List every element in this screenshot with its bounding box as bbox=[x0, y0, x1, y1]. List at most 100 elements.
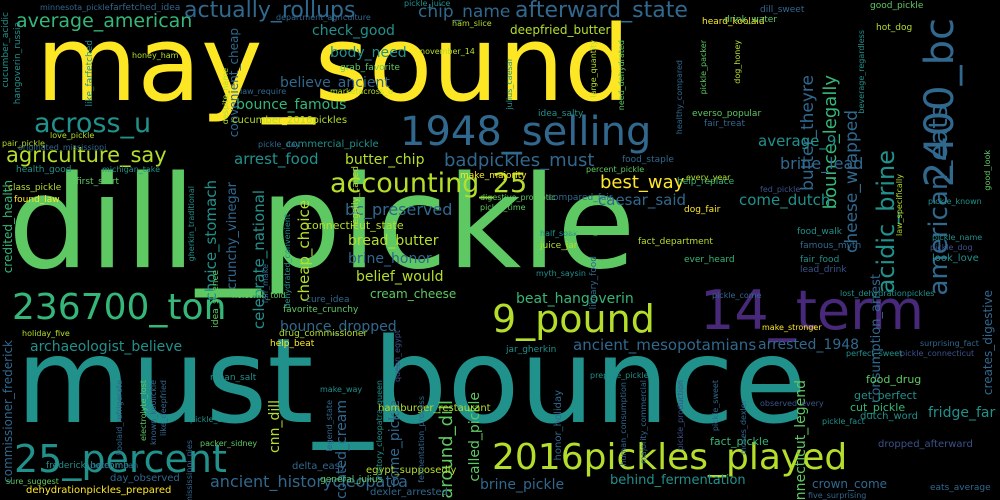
word: pickle_fact bbox=[822, 417, 865, 426]
word: ancient_mesopotamians bbox=[573, 336, 757, 354]
word: dropped_afterward bbox=[878, 439, 973, 450]
word: bounce_famous bbox=[236, 97, 347, 113]
word: hangoverin_russia bbox=[13, 22, 23, 105]
word: good_look bbox=[983, 150, 992, 191]
word: marketacross_u bbox=[330, 87, 394, 96]
word: despite_name bbox=[221, 68, 230, 125]
word: every_year bbox=[686, 173, 731, 182]
word: day_observed bbox=[110, 473, 180, 484]
word: law_specifically bbox=[895, 174, 904, 236]
word: honor_holiday bbox=[553, 390, 564, 461]
word: pickle_sweet bbox=[711, 380, 720, 432]
word: good_pickle bbox=[870, 1, 924, 11]
word: honey_ham bbox=[132, 51, 179, 60]
word: mississippi_pies bbox=[185, 440, 194, 500]
word: julius_caesar bbox=[505, 58, 514, 110]
word: must_bounce bbox=[16, 312, 807, 450]
word: prepare_pickle bbox=[590, 371, 649, 380]
word: body_need bbox=[330, 45, 407, 61]
word: help_replace bbox=[677, 177, 735, 187]
word: law_require bbox=[240, 87, 287, 96]
word: across_u bbox=[34, 108, 152, 139]
word: around_dill bbox=[436, 400, 457, 499]
word: come_dutch bbox=[739, 191, 831, 209]
word: dog_honey bbox=[733, 40, 742, 84]
word: grab_favorite bbox=[340, 63, 400, 73]
word: make_majority bbox=[460, 171, 527, 181]
word: fridge_far bbox=[928, 405, 996, 421]
word: dill_pickle bbox=[8, 149, 636, 298]
word: creates_digestive bbox=[981, 290, 995, 396]
word: fact_pickle bbox=[710, 435, 769, 448]
word: behind_fermentation bbox=[610, 473, 746, 488]
word: cucumber_2016pickles bbox=[232, 115, 348, 126]
word: believe_ancient bbox=[280, 75, 390, 91]
word: food_walk bbox=[797, 227, 842, 237]
word: farfetched_idea bbox=[110, 3, 181, 13]
word: brine_lead bbox=[780, 154, 864, 173]
word: celebrate_national bbox=[250, 190, 268, 330]
word: ancient_historycleopatra bbox=[210, 472, 408, 491]
word: pickle_connecticut bbox=[900, 349, 975, 358]
word: may_sound bbox=[36, 3, 631, 125]
word: human_consumption bbox=[619, 382, 628, 466]
word: agriculture_say bbox=[6, 143, 167, 167]
word: moses_dexler bbox=[739, 400, 748, 455]
word: known_koolickle bbox=[149, 380, 158, 445]
word: michigan_take bbox=[102, 165, 161, 174]
word: cucumber_acidic bbox=[1, 12, 11, 88]
word: pickle_time bbox=[480, 203, 526, 212]
word: five_surprising bbox=[808, 491, 867, 500]
word: connecticut_state bbox=[306, 219, 404, 232]
word: average_9 bbox=[758, 132, 837, 150]
word: healthy_compared bbox=[675, 60, 684, 135]
word: drug_commissioner bbox=[279, 329, 368, 339]
word: cut_pickle bbox=[850, 401, 906, 414]
word: gherkin_traditional bbox=[187, 186, 196, 262]
word: love_pickle bbox=[50, 131, 95, 140]
word: library_food bbox=[589, 256, 599, 310]
word: crunchy_vinegar bbox=[225, 182, 240, 290]
word: make_stronger bbox=[762, 323, 822, 332]
word: first_start bbox=[76, 177, 120, 187]
word: drink_water bbox=[724, 15, 777, 25]
word: dexler_arrested bbox=[370, 487, 449, 498]
word: 1948_selling bbox=[400, 109, 652, 155]
word: archaeologist_believe bbox=[30, 339, 183, 355]
word: pickle_day bbox=[258, 140, 301, 149]
word: myth_saysin bbox=[536, 269, 586, 278]
word: health_good bbox=[16, 165, 72, 175]
word: dog_fair bbox=[684, 205, 721, 215]
word: everso_popular bbox=[692, 109, 762, 119]
word: need_dehydrated bbox=[617, 40, 626, 111]
word: ham_slice bbox=[452, 19, 492, 28]
word: department_agriculture bbox=[276, 13, 371, 22]
word: legend_state bbox=[325, 400, 334, 452]
word: pickle_production bbox=[676, 380, 685, 451]
word: connecticut_legend bbox=[793, 380, 809, 500]
word: half_soak bbox=[540, 229, 578, 238]
word: cure_idea bbox=[306, 295, 350, 305]
word: fact_department bbox=[638, 237, 713, 247]
word: average_american bbox=[16, 10, 193, 32]
word: pickle_dog bbox=[930, 243, 973, 252]
word: cream_cheese bbox=[370, 287, 457, 301]
word: food_drug bbox=[866, 373, 922, 386]
word: minnesota_pickle bbox=[40, 3, 110, 12]
word: ever_heard bbox=[684, 255, 735, 265]
word: commercial_pickle bbox=[286, 139, 379, 150]
word: 9_pound bbox=[492, 297, 655, 341]
word: caesar_said bbox=[598, 191, 687, 209]
word: like_farfetched bbox=[85, 40, 95, 107]
word: pickle_sale bbox=[190, 415, 234, 424]
word: arrest_food bbox=[234, 150, 319, 168]
word: check_good bbox=[312, 23, 395, 39]
word: idea_salty bbox=[538, 109, 584, 119]
word: dill_sweet bbox=[760, 5, 805, 15]
word: pekel_mean bbox=[90, 461, 139, 470]
word: hot_dog bbox=[876, 23, 913, 33]
word: 236700_ton bbox=[12, 287, 227, 328]
word: make_way bbox=[320, 385, 363, 394]
word: 25_percent bbox=[14, 437, 227, 481]
